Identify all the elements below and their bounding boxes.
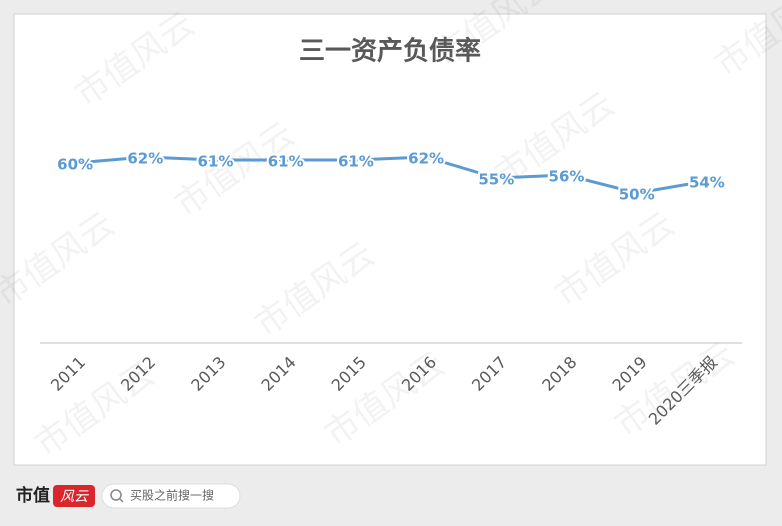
search-placeholder[interactable]: 买股之前搜一搜 <box>130 488 214 503</box>
data-label: 54% <box>689 174 725 192</box>
data-label: 61% <box>338 153 374 171</box>
search-icon <box>110 489 122 501</box>
search-box[interactable] <box>101 483 241 509</box>
brand: 市值 <box>16 485 50 506</box>
brand-logo-bg <box>53 485 95 507</box>
data-label: 61% <box>268 153 304 171</box>
search-icon-handle <box>118 497 124 503</box>
data-label: 55% <box>478 171 514 189</box>
data-label: 62% <box>127 150 163 168</box>
brand-logo: 风云 <box>60 489 89 505</box>
chart-card <box>13 13 767 466</box>
chart-title: 三一资产负债率 <box>299 36 481 67</box>
data-label: 56% <box>549 168 585 186</box>
data-label: 62% <box>408 150 444 168</box>
data-label: 50% <box>619 186 655 204</box>
line <box>74 155 708 195</box>
data-label: 61% <box>198 153 234 171</box>
data-label: 60% <box>57 156 93 174</box>
